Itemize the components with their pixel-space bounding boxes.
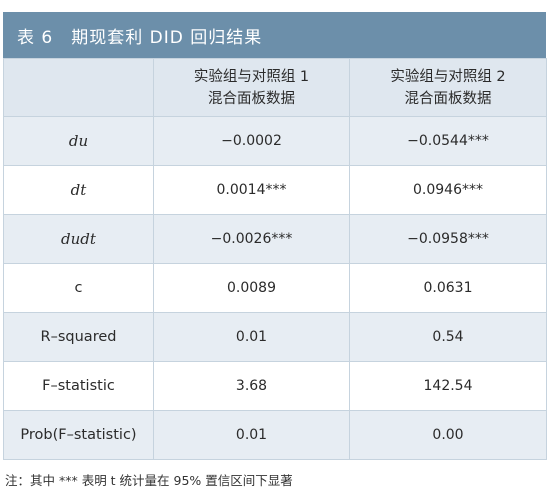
table-row: dt 0.0014*** 0.0946*** — [3, 165, 547, 215]
row-value-group-1: 3.68 — [153, 361, 350, 411]
row-value-group-1: 0.0014*** — [153, 165, 350, 215]
row-value-group-1: 0.0089 — [153, 263, 350, 313]
row-value-group-2: 0.00 — [349, 410, 547, 460]
row-variable: c — [3, 263, 154, 313]
results-table: 实验组与对照组 1 混合面板数据 实验组与对照组 2 混合面板数据 du −0.… — [3, 58, 547, 460]
header-group-1: 实验组与对照组 1 混合面板数据 — [153, 58, 350, 117]
header-group-2: 实验组与对照组 2 混合面板数据 — [349, 58, 547, 117]
table-row: R–squared 0.01 0.54 — [3, 312, 547, 362]
row-variable: dudt — [3, 214, 154, 264]
row-variable: R–squared — [3, 312, 154, 362]
table-row: c 0.0089 0.0631 — [3, 263, 547, 313]
row-value-group-2: 0.0631 — [349, 263, 547, 313]
row-value-group-2: −0.0958*** — [349, 214, 547, 264]
row-value-group-1: 0.01 — [153, 410, 350, 460]
row-variable: du — [3, 116, 154, 166]
header-group-2-line2: 混合面板数据 — [404, 90, 492, 107]
table-row: dudt −0.0026*** −0.0958*** — [3, 214, 547, 264]
row-value-group-2: 0.0946*** — [349, 165, 547, 215]
header-group-2-line1: 实验组与对照组 2 — [390, 68, 506, 85]
row-value-group-1: −0.0026*** — [153, 214, 350, 264]
row-variable: F–statistic — [3, 361, 154, 411]
table-row: du −0.0002 −0.0544*** — [3, 116, 547, 166]
regression-table-figure: 表 6 期现套利 DID 回归结果 实验组与对照组 1 混合面板数据 实验组与对… — [3, 12, 547, 489]
row-variable: dt — [3, 165, 154, 215]
row-value-group-2: 142.54 — [349, 361, 547, 411]
row-value-group-2: 0.54 — [349, 312, 547, 362]
row-value-group-1: −0.0002 — [153, 116, 350, 166]
row-value-group-2: −0.0544*** — [349, 116, 547, 166]
table-title: 期现套利 DID 回归结果 — [71, 27, 263, 48]
row-variable: Prob(F–statistic) — [3, 410, 154, 460]
table-number: 表 6 — [17, 27, 54, 48]
table-title-bar: 表 6 期现套利 DID 回归结果 — [3, 12, 546, 58]
header-group-1-line1: 实验组与对照组 1 — [193, 68, 310, 85]
header-row: 实验组与对照组 1 混合面板数据 实验组与对照组 2 混合面板数据 — [3, 58, 547, 117]
header-group-1-line2: 混合面板数据 — [208, 90, 295, 107]
row-value-group-1: 0.01 — [153, 312, 350, 362]
table-row: F–statistic 3.68 142.54 — [3, 361, 547, 411]
header-corner — [3, 58, 154, 117]
table-row: Prob(F–statistic) 0.01 0.00 — [3, 410, 547, 460]
